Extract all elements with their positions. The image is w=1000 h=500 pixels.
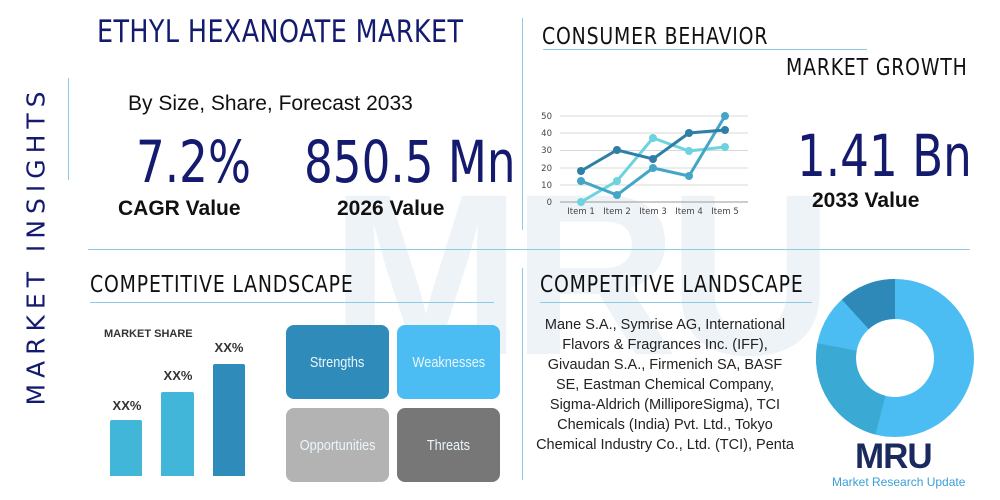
svg-text:Item 5: Item 5 <box>711 207 738 217</box>
value-2033: 1.41 Bn <box>797 122 972 190</box>
sidebar-title: MARKET INSIGHTS <box>8 80 64 410</box>
donut-chart <box>816 279 974 437</box>
value-2026-label: 2026 Value <box>337 197 445 220</box>
company-list: Mane S.A., Symrise AG, International Fla… <box>536 317 794 453</box>
competitive-right-underline <box>540 302 812 303</box>
middle-divider <box>88 249 970 250</box>
mru-logo: MRU <box>855 437 933 477</box>
competitive-landscape-title-left: COMPETITIVE LANDSCAPE <box>90 272 354 298</box>
competitive-landscape-title-right: COMPETITIVE LANDSCAPE <box>540 272 804 298</box>
competitive-left-underline <box>90 302 494 303</box>
svg-text:40: 40 <box>541 129 552 139</box>
market-share-bar-3 <box>213 364 245 476</box>
value-2033-label: 2033 Value <box>812 189 920 212</box>
swot-opportunities-label: Opportunities <box>299 436 376 454</box>
svg-text:Item 4: Item 4 <box>675 207 702 217</box>
market-share-bar-1 <box>110 420 142 476</box>
svg-text:0: 0 <box>547 198 552 208</box>
page-title: ETHYL HEXANOATE MARKET <box>97 14 464 50</box>
bar-label-2: XX% <box>163 368 193 383</box>
cagr-label: CAGR Value <box>118 197 241 220</box>
top-center-divider <box>522 18 523 230</box>
market-share-bar-2 <box>161 392 194 476</box>
bar-label-1: XX% <box>112 398 142 413</box>
swot-strengths: Strengths <box>286 325 389 399</box>
mru-logo-mark: MRU <box>855 437 933 476</box>
swot-opportunities: Opportunities <box>286 408 389 482</box>
market-growth-title: MARKET GROWTH <box>786 55 968 81</box>
market-share-label: MARKET SHARE <box>104 328 193 340</box>
swot-threats-label: Threats <box>426 436 471 454</box>
swot-strengths-label: Strengths <box>310 353 365 371</box>
mru-logo-name: Market Research Update <box>832 475 966 489</box>
svg-text:Item 3: Item 3 <box>639 207 666 217</box>
swot-weaknesses: Weaknesses <box>397 325 500 399</box>
page-subtitle: By Size, Share, Forecast 2033 <box>128 92 413 115</box>
svg-text:50: 50 <box>541 112 552 122</box>
consumer-behavior-underline <box>543 49 867 50</box>
svg-text:20: 20 <box>541 164 552 174</box>
swot-threats: Threats <box>397 408 500 482</box>
cagr-value: 7.2% <box>136 128 251 196</box>
svg-text:Item 1: Item 1 <box>567 207 594 217</box>
sidebar-title-text: MARKET INSIGHTS <box>21 84 51 406</box>
line-chart: 50 40 30 20 10 0 Item 1 Item 2 Item 3 It… <box>541 112 748 217</box>
svg-text:30: 30 <box>541 146 552 156</box>
consumer-behavior-title: CONSUMER BEHAVIOR <box>542 24 769 50</box>
svg-text:Item 2: Item 2 <box>603 207 630 217</box>
swot-weaknesses-label: Weaknesses <box>412 353 485 371</box>
sidebar-divider <box>68 78 69 180</box>
bottom-center-divider <box>522 268 523 480</box>
bar-label-3: XX% <box>214 340 244 355</box>
value-2026: 850.5 Mn <box>304 128 516 196</box>
svg-text:10: 10 <box>541 181 552 191</box>
